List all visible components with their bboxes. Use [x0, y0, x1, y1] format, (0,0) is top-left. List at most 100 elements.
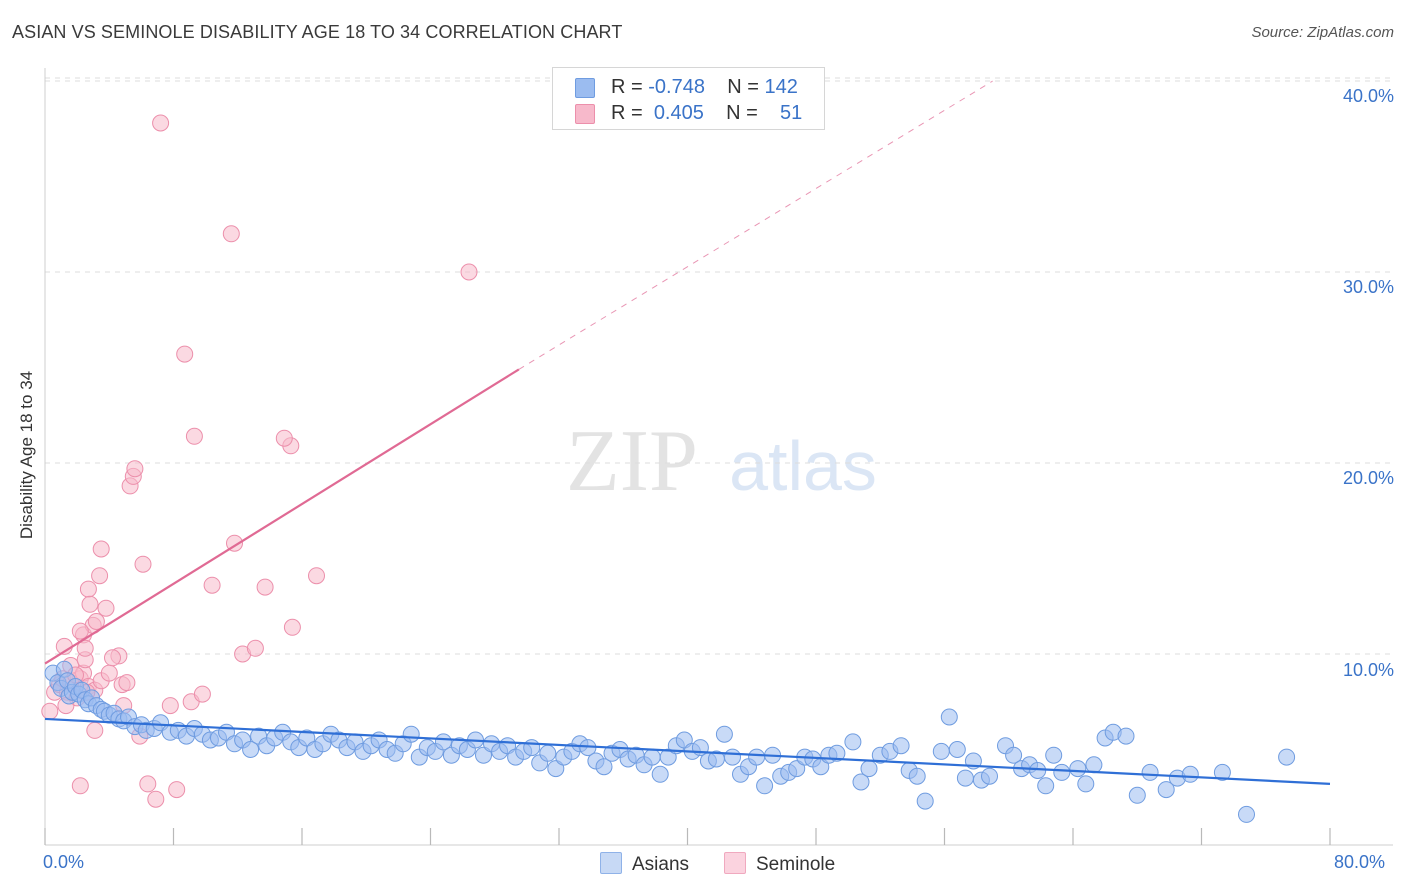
asians-point-87: [651, 765, 669, 783]
seminole-point-28: [100, 664, 118, 682]
x-tick-label-80: 80.0%: [1334, 852, 1386, 872]
legend-swatch-seminole: [575, 104, 595, 124]
seminole-point-17: [76, 639, 94, 657]
seminole-point-46: [203, 576, 221, 594]
asians-point-110: [844, 733, 862, 751]
watermark-atlas: atlas: [729, 427, 877, 505]
asians-point-118: [916, 792, 934, 810]
asians-point-36: [242, 741, 260, 758]
seminole-point-25: [92, 540, 110, 558]
seminole-point-29: [104, 649, 121, 667]
seminole-point-60: [86, 721, 104, 739]
asians-point-146: [1238, 805, 1255, 823]
seminole-point-23: [81, 595, 99, 613]
legend-swatch-asians: [575, 78, 595, 98]
asians-point-71: [523, 739, 541, 757]
seminole-point-43: [185, 427, 203, 445]
legend-n-value: 51: [780, 102, 803, 124]
asians-point-119: [932, 742, 950, 760]
asians-point-130: [1029, 762, 1047, 779]
seminole-point-31: [118, 674, 136, 692]
asians-point-111: [852, 773, 870, 791]
seminole-point-51: [256, 578, 274, 596]
asians-point-95: [715, 725, 733, 743]
asians-point-125: [981, 767, 998, 785]
seminole-point-0: [41, 702, 59, 720]
watermark: ZIP atlas: [566, 413, 877, 510]
asians-point-127: [1005, 746, 1023, 764]
y-tick-label-30: 30.0%: [1342, 277, 1394, 297]
asians-point-115: [892, 737, 910, 755]
asians-point-80: [595, 758, 613, 776]
seminole-point-22: [79, 580, 97, 598]
asians-point-140: [1128, 786, 1146, 804]
asians-point-145: [1213, 763, 1231, 781]
seminole-point-41: [168, 781, 186, 799]
seminole-point-45: [193, 685, 211, 703]
seminole-point-24: [91, 567, 109, 585]
y-tick-label-20: 20.0%: [1342, 468, 1394, 488]
legend-r-label: R =: [611, 102, 649, 124]
seminole-point-42: [176, 345, 194, 363]
asians-point-131: [1037, 777, 1055, 795]
asians-point-136: [1085, 756, 1103, 774]
seminole-point-47: [222, 225, 240, 243]
y-tick-label-40: 40.0%: [1342, 86, 1394, 106]
seminole-point-53: [275, 429, 293, 447]
asians-point-132: [1045, 746, 1063, 764]
asians-point-104: [788, 760, 806, 778]
bottom-legend-swatch-asians: [600, 852, 622, 874]
seminole-point-26: [97, 599, 115, 617]
asians-point-135: [1077, 775, 1095, 793]
asians-point-96: [724, 748, 741, 766]
asians-point-133: [1053, 763, 1071, 781]
asians-point-73: [539, 744, 557, 762]
seminole-trend-extension: [518, 80, 993, 370]
seminole-points: [41, 114, 478, 808]
x-tick-label-0: 0.0%: [43, 852, 85, 872]
bottom-legend-seminole: Seminole: [724, 852, 835, 876]
asians-point-99: [748, 748, 766, 766]
legend-r-label: R =: [611, 76, 649, 98]
bottom-legend-label-seminole: Seminole: [756, 854, 836, 875]
seminole-point-54: [283, 618, 301, 636]
seminole-point-21: [71, 622, 89, 640]
asians-point-142: [1157, 781, 1175, 799]
watermark-zip: ZIP: [566, 413, 698, 510]
asians-point-121: [948, 741, 966, 758]
asians-trend-line: [44, 717, 1331, 785]
asians-point-100: [756, 777, 774, 795]
seminole-point-58: [71, 777, 89, 795]
legend-n-label: N =: [727, 76, 765, 98]
seminole-point-55: [308, 567, 325, 585]
legend-r-value: -0.748: [648, 76, 705, 98]
asians-point-120: [940, 708, 958, 726]
asian-points: [44, 660, 1296, 823]
legend-r-value: 0.405: [653, 102, 704, 124]
asians-point-134: [1069, 760, 1087, 778]
bottom-legend-asians: Asians: [600, 852, 689, 876]
correlation-legend: R = -0.748 N = 142 R = 0.405 N = 51: [552, 67, 825, 130]
seminole-point-40: [161, 697, 179, 715]
seminole-point-20: [87, 613, 105, 630]
asians-point-117: [908, 767, 926, 785]
seminole-point-35: [134, 555, 152, 573]
asians-point-139: [1117, 727, 1135, 745]
legend-n-label: N =: [726, 102, 764, 124]
trend-lines: [44, 80, 1331, 785]
y-axis-label: Disability Age 18 to 34: [17, 370, 36, 540]
asians-point-122: [956, 769, 974, 787]
seminole-point-34: [126, 460, 144, 478]
seminole-point-39: [152, 114, 170, 132]
asians-point-43: [298, 729, 316, 747]
asians-point-109: [828, 744, 846, 762]
asians-point-144: [1181, 765, 1199, 783]
bottom-legend-swatch-seminole: [724, 852, 746, 874]
y-tick-label-10: 10.0%: [1342, 660, 1394, 680]
chart-title: ASIAN VS SEMINOLE DISABILITY AGE 18 TO 3…: [12, 22, 623, 42]
seminole-point-50: [246, 639, 264, 657]
seminole-point-56: [460, 263, 478, 281]
asians-point-86: [643, 748, 661, 766]
seminole-point-38: [147, 790, 165, 808]
